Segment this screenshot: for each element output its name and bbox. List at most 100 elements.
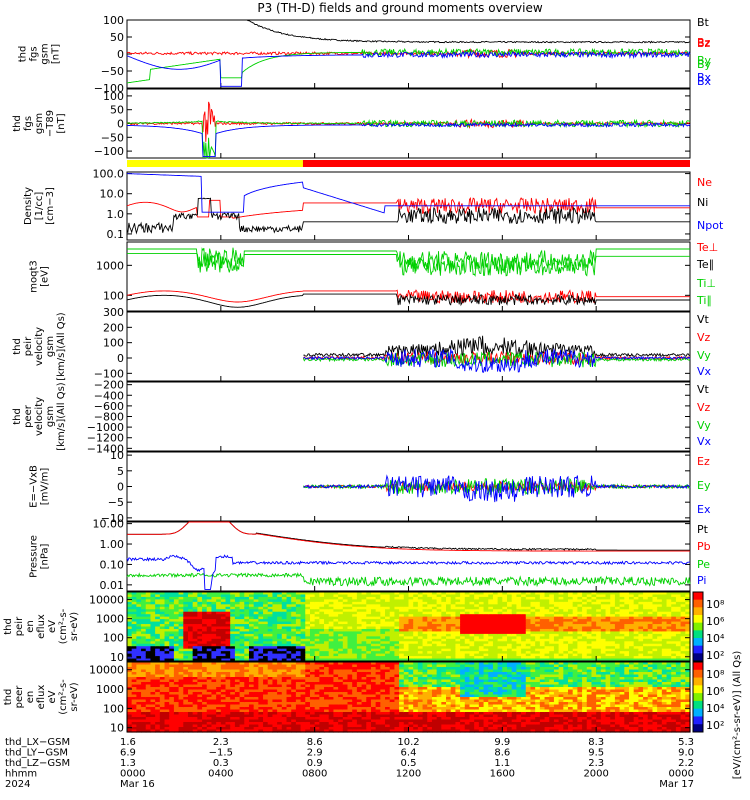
legend-entry: Ez xyxy=(697,455,710,468)
colorbar-tick-label: 10² xyxy=(706,649,724,662)
mode-bar-segment xyxy=(127,160,303,167)
y-tick-label: 0 xyxy=(117,481,124,494)
y-axis-label-line: (cm²-s- xyxy=(58,679,69,715)
y-tick-label: −10 xyxy=(101,512,124,525)
y-tick-label: −100 xyxy=(94,82,124,95)
series-line-Pt xyxy=(127,521,690,551)
y-axis-label-line: [nT] xyxy=(51,44,62,64)
colorbars-group: 10⁸ 10⁶ 10⁴ 10² 10⁸ 10⁶ 10⁴ 10² xyxy=(692,591,725,733)
legend-entry: Ne xyxy=(697,176,712,189)
y-tick-label: −100 xyxy=(94,145,124,158)
y-axis-label: thd peir en eflux eV (cm²-s-sr-eV) xyxy=(3,608,80,644)
ephemeris-row-label: thd_LX−GSM xyxy=(5,737,70,748)
y-axis-label-line: peir xyxy=(23,336,34,356)
ephemeris-value: 0.3 xyxy=(213,758,229,769)
y-axis-label-line: thd xyxy=(3,618,14,635)
legend-entry: Ti⊥ xyxy=(696,277,716,290)
y-tick-label: 5 xyxy=(117,465,124,478)
y-tick-label: 100 xyxy=(103,289,124,302)
y-axis-label-line: [km/s](All Qs) xyxy=(56,312,67,380)
colorbar-tick-label: 10⁴ xyxy=(706,702,725,715)
y-tick-label: −5 xyxy=(108,496,124,509)
ephemeris-value: Mar 17 xyxy=(659,779,694,790)
y-tick-label: 0.1 xyxy=(107,228,125,241)
series-line-Pe xyxy=(126,572,691,588)
y-tick-label: 1000 xyxy=(96,613,124,626)
legend-entry: Ni xyxy=(697,196,708,209)
y-tick-label: −400 xyxy=(94,389,124,402)
y-tick-label: 0.10 xyxy=(100,558,125,571)
y-axis-label: moqt3 [eV] xyxy=(29,260,51,293)
y-tick-label: 300 xyxy=(103,306,124,319)
ephemeris-value: 0000 xyxy=(120,769,145,780)
y-axis-label-line: sr-eV) xyxy=(69,612,80,641)
y-axis-label-line: en xyxy=(25,620,36,633)
y-axis-label: thd fgs gsm −T89 [nT] xyxy=(12,110,67,137)
y-axis-label: thd peer en eflux eV (cm²-s-sr-eV) xyxy=(3,679,80,715)
y-tick-label: 10.00 xyxy=(93,518,125,531)
panel-density: 100.0 10.0 1.0 0.1 Density [1/cc] [cm−3] Ne Ni Np… xyxy=(23,168,724,241)
legend-entry: Vx xyxy=(697,365,712,378)
y-axis-label-line: E=−VxB xyxy=(29,465,40,508)
y-axis-label-line: en xyxy=(25,691,36,704)
legend-entry: Bz xyxy=(697,37,711,50)
y-tick-label: 100 xyxy=(103,90,124,103)
panel-frame xyxy=(126,381,691,452)
y-axis-label: thd peer velocity gsm [km/s](All Qs) xyxy=(12,382,67,450)
y-axis-label-line: thd xyxy=(12,115,23,132)
y-tick-label: 10 xyxy=(110,449,124,462)
y-tick-label: 100.0 xyxy=(93,168,125,181)
y-axis-label: thd fgs gsm [nT] xyxy=(18,43,62,64)
series-line-Vx xyxy=(303,348,691,373)
y-tick-label: 10000 xyxy=(89,664,124,677)
panel-peer-eflux: 10000 1000 100 10 thd peer en eflux eV (cm²-s-sr-… xyxy=(3,661,691,735)
series-line-Bx xyxy=(127,121,691,158)
y-axis-label-line: velocity xyxy=(34,397,45,436)
panel-efield: 10 5 0 −5 −10 E=−VxB [mV/m] Ez Ey Ex xyxy=(29,449,711,525)
y-axis-label-line: gsm xyxy=(40,43,51,64)
y-tick-label: −50 xyxy=(101,65,124,78)
colorbar-band xyxy=(693,645,703,654)
y-tick-label: −50 xyxy=(101,131,124,144)
colorbar-band xyxy=(693,630,703,639)
ephemeris-value: 2.9 xyxy=(307,748,323,759)
y-axis-label-line: [nPa] xyxy=(40,543,51,569)
y-tick-label: −200 xyxy=(94,379,124,392)
heatmap-cells xyxy=(127,662,691,733)
panel-temperature: 1000 100 moqt3 [eV] Te⊥ Te∥ Ti⊥ Ti∥ xyxy=(29,241,718,312)
y-axis-label-line: peer xyxy=(14,685,25,709)
heatmap-cells xyxy=(127,592,691,662)
mode-bar-segment xyxy=(302,160,690,167)
y-tick-label: 0 xyxy=(117,48,124,61)
plot-title: P3 (TH-D) fields and ground moments over… xyxy=(257,1,542,15)
y-axis-label-line: fgs xyxy=(29,46,40,61)
ephemeris-value: 1.1 xyxy=(494,758,510,769)
y-axis-label: thd peir velocity gsm [km/s](All Qs) xyxy=(12,312,67,380)
legend-entry: Bz xyxy=(697,36,711,49)
legend-entry: Pi xyxy=(697,574,706,587)
colorbar-band xyxy=(693,716,703,725)
y-axis-label-line: [cm−3] xyxy=(45,187,56,225)
ephemeris-value: −1.5 xyxy=(209,748,233,759)
ephemeris-value: 1.6 xyxy=(120,737,136,748)
ephemeris-value: 2.3 xyxy=(213,737,229,748)
series-line-Ni xyxy=(126,197,690,235)
colorbar-band xyxy=(693,607,703,616)
ephemeris-value: 1.3 xyxy=(120,758,136,769)
colorbar-tick-label: 10⁶ xyxy=(706,685,725,698)
colorbar-band xyxy=(693,708,703,717)
y-tick-label: 100 xyxy=(103,14,124,27)
y-tick-label: 10 xyxy=(110,651,124,664)
colorbar-band xyxy=(693,662,703,671)
legend-entry: Vx xyxy=(697,435,712,448)
mode-bar xyxy=(127,160,690,167)
legend-entry: Pe xyxy=(697,558,710,571)
y-axis-label-line: [1/cc] xyxy=(34,192,45,221)
ephemeris-value: 10.2 xyxy=(397,737,419,748)
colorbar-band xyxy=(693,638,703,647)
y-axis-label: Density [1/cc] [cm−3] xyxy=(23,187,56,225)
series-line-Ex xyxy=(303,474,691,503)
y-tick-label: −100 xyxy=(94,367,124,380)
